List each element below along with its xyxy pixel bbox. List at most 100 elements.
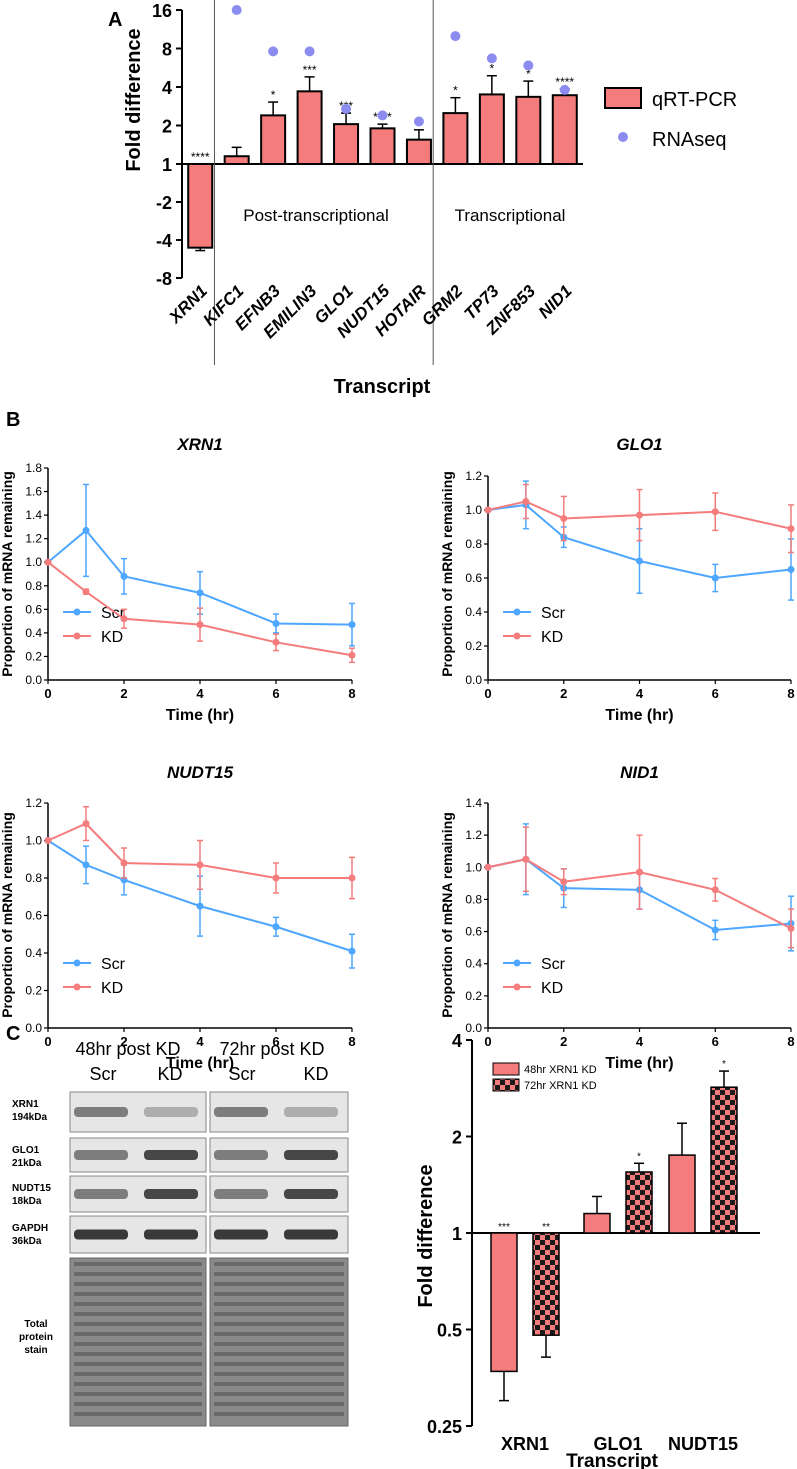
bar-48hr: [668, 1154, 696, 1234]
stain-band: [74, 1312, 202, 1316]
y-tick-label: -8: [156, 269, 172, 289]
series-line-kd: [487, 858, 792, 930]
stain-band: [74, 1402, 202, 1406]
rnaseq-point: [304, 46, 315, 57]
series-line-scr: [47, 839, 353, 953]
blot-header-72hr: 72hr post KD: [219, 1039, 324, 1059]
legend-marker: [73, 983, 81, 991]
significance-label: *: [637, 1151, 641, 1162]
qpcr-bar: [478, 93, 505, 165]
y-tick-label: 0.2: [465, 639, 482, 653]
data-point: [44, 558, 52, 566]
blot-header-48hr: 48hr post KD: [75, 1039, 180, 1059]
legend-marker: [513, 632, 521, 640]
series-line-scr: [487, 503, 792, 580]
significance-label: **: [542, 1222, 550, 1233]
blot-row-size: 194kDa: [12, 1112, 47, 1123]
y-tick-label: 1.2: [465, 828, 482, 842]
y-tick-label: 0.5: [437, 1321, 462, 1341]
y-tick-label: 1.2: [465, 469, 482, 483]
panel-c-label: C: [6, 1023, 20, 1045]
y-tick-label: -2: [156, 193, 172, 213]
total-stain-label: stain: [24, 1345, 47, 1356]
total-stain-label: protein: [19, 1332, 53, 1343]
stain-band: [74, 1362, 202, 1366]
data-point: [711, 926, 719, 934]
stain-band: [214, 1362, 344, 1366]
y-axis-title: Proportion of mRNA remaining: [439, 471, 455, 677]
data-point: [348, 621, 356, 629]
x-axis-title: Transcript: [334, 376, 431, 398]
rnaseq-point: [450, 31, 461, 42]
significance-label: *: [271, 88, 276, 102]
y-tick-label: 0.25: [427, 1417, 462, 1437]
blot-band: [144, 1150, 198, 1160]
y-tick-label: 0.8: [465, 892, 482, 906]
x-tick-label: 8: [787, 686, 794, 701]
blot-band: [74, 1189, 128, 1199]
legend-label-48hr: 48hr XRN1 KD: [524, 1064, 597, 1076]
blot-lane-label: Scr: [90, 1064, 117, 1084]
legend-marker: [73, 608, 81, 616]
qpcr-bar: [333, 123, 360, 165]
rnaseq-point: [377, 110, 388, 121]
y-tick-label: -4: [156, 231, 172, 251]
x-tick-label: GLO1: [593, 1434, 642, 1454]
y-tick-label: 1.0: [25, 555, 42, 569]
stain-band: [74, 1322, 202, 1326]
y-tick-label: 16: [152, 1, 172, 21]
stain-band: [214, 1412, 344, 1416]
blot-lane-label: KD: [157, 1064, 182, 1084]
y-tick-label: 4: [162, 78, 172, 98]
chart-title: NID1: [620, 763, 659, 782]
x-tick-label: 2: [560, 686, 567, 701]
data-point: [196, 589, 204, 597]
bar-48hr: [583, 1212, 611, 1234]
x-tick-label: 2: [120, 1034, 127, 1049]
x-axis-title: Transcript: [566, 1451, 659, 1469]
blot-band: [214, 1229, 268, 1240]
significance-label: *: [490, 62, 495, 76]
blot-row-name: XRN1: [12, 1099, 39, 1110]
y-tick-label: 0.0: [25, 673, 42, 687]
stain-band: [74, 1352, 202, 1356]
x-tick-label: 4: [196, 686, 204, 701]
stain-band: [74, 1282, 202, 1286]
legend-label: KD: [101, 629, 123, 646]
legend-label: Scr: [541, 956, 566, 973]
data-point: [348, 947, 356, 955]
panel-b-charts: XRN1 0.0 0.2 0.4 0.6 0.8 1.0 1.2 1.4 1.6 1.8 0 2 4 6 8 T…: [0, 435, 795, 1072]
western-blot: 48hr post KD 72hr post KD Scr KD Scr KD XRN1 19…: [12, 1039, 349, 1427]
data-point: [120, 572, 128, 580]
blot-band: [74, 1107, 128, 1117]
blot-band: [144, 1189, 198, 1199]
qpcr-bar: [515, 95, 542, 165]
data-point: [348, 874, 356, 882]
x-tick-label: 2: [120, 686, 127, 701]
qpcr-bar: [369, 127, 396, 166]
blot-band: [284, 1189, 338, 1199]
data-point: [120, 615, 128, 623]
y-tick-label: 0.2: [25, 649, 42, 663]
data-point: [348, 651, 356, 659]
stain-band: [74, 1382, 202, 1386]
stain-band: [74, 1272, 202, 1276]
series-line-scr: [47, 529, 353, 626]
y-tick-label: 0.4: [465, 957, 482, 971]
total-stain-label: Total: [24, 1319, 47, 1330]
x-axis-title: Time (hr): [605, 707, 673, 724]
x-tick-label: GRM2: [418, 281, 467, 330]
y-tick-label: 1.2: [25, 532, 42, 546]
y-axis-title: Proportion of mRNA remaining: [0, 812, 15, 1018]
x-tick-label: 0: [484, 1034, 491, 1049]
legend-label-72hr: 72hr XRN1 KD: [524, 1080, 597, 1092]
legend-swatch-48hr: [492, 1062, 520, 1076]
y-tick-label: 0.6: [25, 909, 42, 923]
stain-band: [74, 1372, 202, 1376]
significance-label: *: [722, 1059, 726, 1070]
y-tick-label: 0.0: [465, 1021, 482, 1035]
x-axis-title: Time (hr): [166, 707, 234, 724]
data-point: [787, 525, 795, 533]
x-tick-label: 2: [560, 1034, 567, 1049]
